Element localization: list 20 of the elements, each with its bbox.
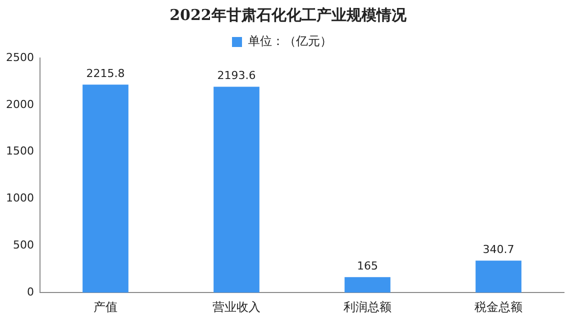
bar — [344, 277, 390, 293]
y-tick-label: 2500 — [6, 50, 34, 64]
y-tick-label: 2000 — [6, 98, 34, 111]
legend-label: 单位：（亿元） — [248, 34, 332, 48]
y-tick-label: 1500 — [6, 144, 34, 158]
data-label: 2215.8 — [86, 67, 125, 80]
bar — [82, 84, 128, 293]
x-tick-label: 税金总额 — [474, 300, 522, 314]
y-tick-label: 0 — [26, 285, 34, 298]
x-tick-label: 营业收入 — [212, 300, 260, 314]
x-tick-label: 产值 — [93, 300, 118, 314]
data-label: 340.7 — [482, 242, 514, 256]
bar — [476, 260, 522, 293]
chart-title: 2022年甘肃石化化工产业规模情况 — [168, 5, 408, 26]
bar — [214, 86, 260, 293]
data-label: 165 — [357, 259, 378, 272]
y-tick-label: 1000 — [6, 192, 34, 205]
x-tick-label: 利润总额 — [344, 300, 392, 314]
data-label: 2193.6 — [217, 69, 256, 82]
y-tick-label: 500 — [12, 238, 34, 252]
